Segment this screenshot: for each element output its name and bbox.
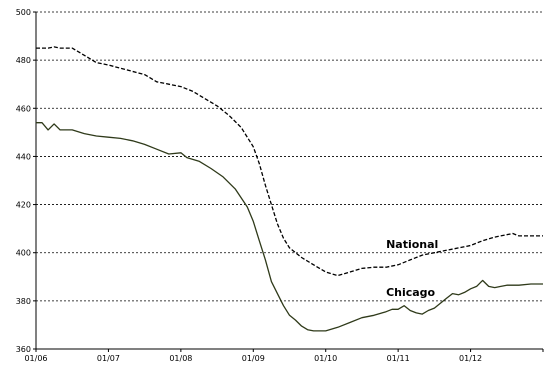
series-line-chicago <box>36 122 543 332</box>
y-tick-label-420: 420 <box>16 201 31 210</box>
x-tick-label-0: 01/06 <box>24 354 47 363</box>
y-tick-label-360: 360 <box>16 345 31 354</box>
y-tick-label-380: 380 <box>16 297 31 306</box>
y-tick-label-400: 400 <box>16 249 31 258</box>
y-axis-ticks: 360 380 400 420 440 460 480 500 <box>16 8 36 354</box>
y-tick-label-440: 440 <box>16 152 31 161</box>
x-tick-label-1: 01/07 <box>97 354 120 363</box>
x-tick-label-2: 01/08 <box>169 354 192 363</box>
x-axis-ticks: 01/06 01/07 01/08 01/09 01/10 01/11 01/12 <box>24 349 544 363</box>
x-tick-label-5: 01/11 <box>387 354 410 363</box>
axes <box>35 12 543 350</box>
series-label-national: National <box>386 238 438 251</box>
x-tick-label-3: 01/09 <box>242 354 265 363</box>
x-tick-label-6: 01/12 <box>459 354 482 363</box>
y-tick-label-460: 460 <box>16 104 31 113</box>
series-line-national <box>36 46 543 277</box>
series-lines <box>36 46 543 332</box>
y-tick-label-480: 480 <box>16 56 31 65</box>
series-labels: National Chicago <box>386 238 438 299</box>
series-label-chicago: Chicago <box>386 286 435 299</box>
gridlines <box>36 11 543 302</box>
x-tick-label-4: 01/10 <box>314 354 337 363</box>
y-tick-label-500: 500 <box>16 8 31 17</box>
